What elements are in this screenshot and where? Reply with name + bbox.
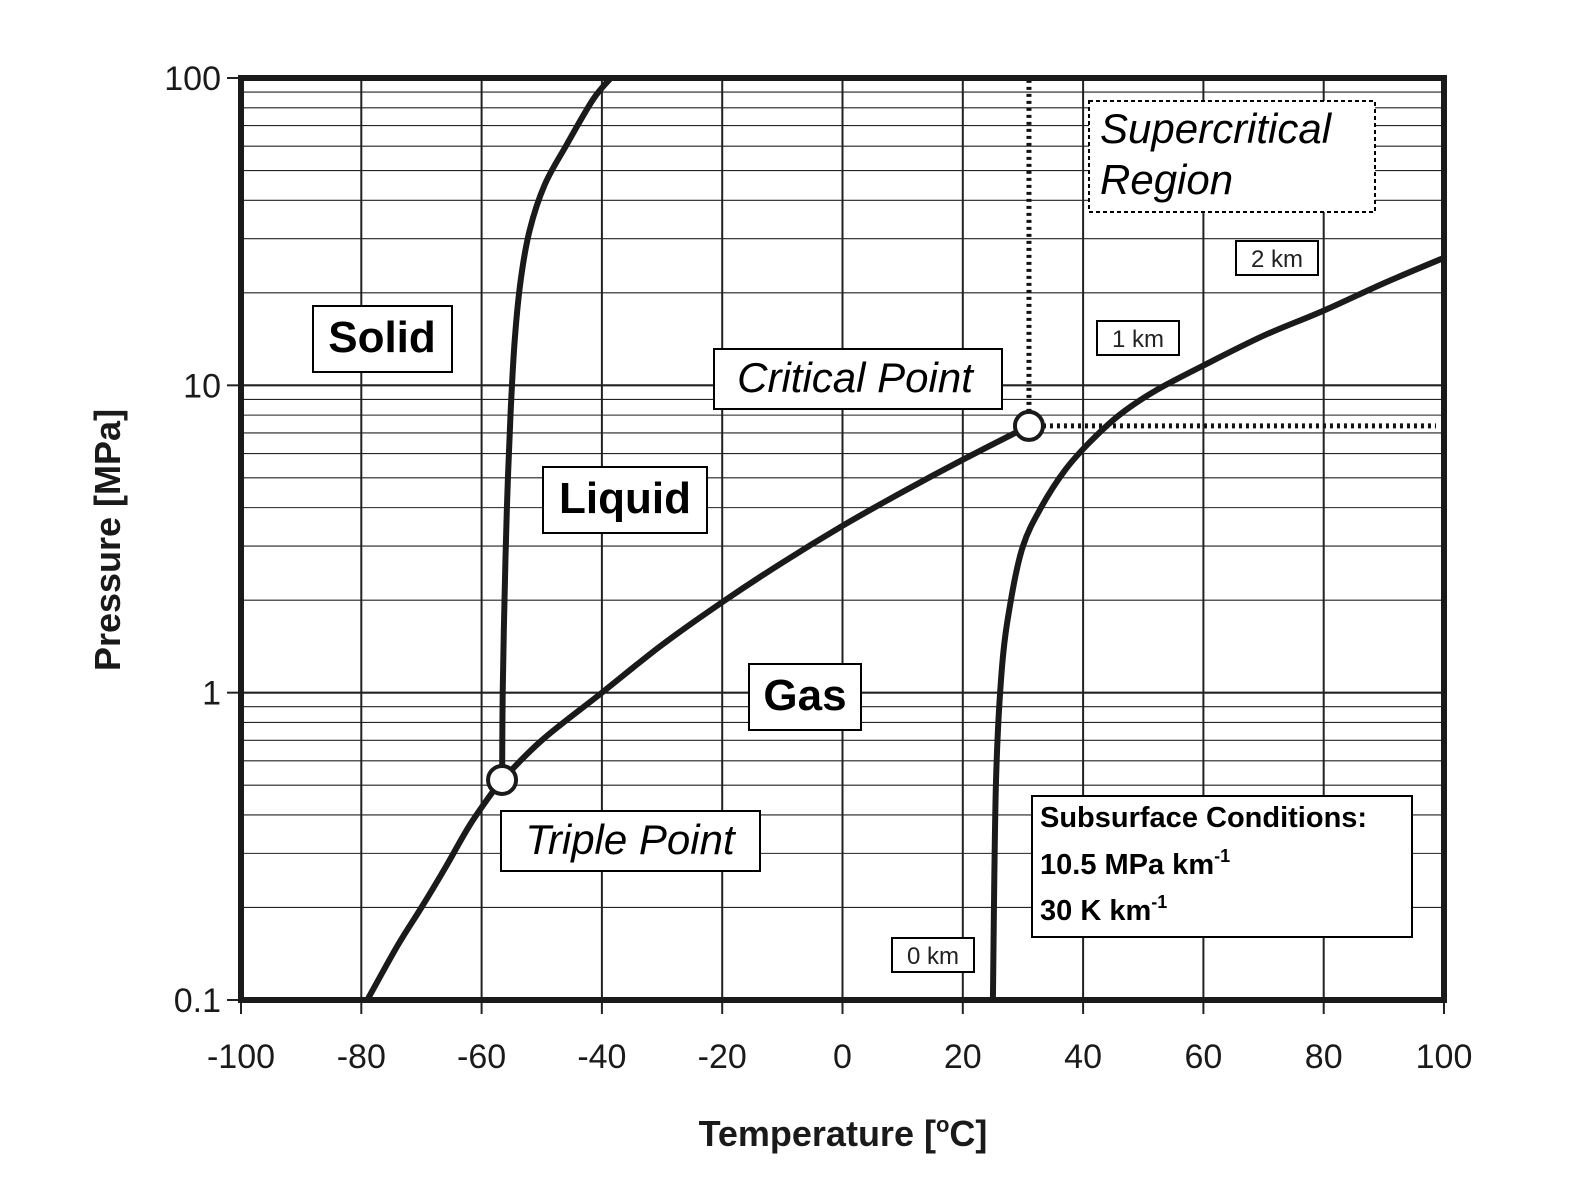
gas-label: Gas <box>763 671 846 720</box>
critical-point-marker <box>1012 409 1045 442</box>
y-axis-title: Pressure [MPa] <box>87 409 128 671</box>
melting-curve <box>499 75 614 783</box>
phase-points <box>486 409 1045 796</box>
supercritical-label-box: Supercritical Region <box>1088 100 1376 213</box>
axis-ticks: -100 -80 -60 -40 -20 0 20 40 60 80 100 0.1 1 10 100 <box>164 60 1472 1076</box>
x-tick-label: 60 <box>1184 1038 1222 1076</box>
critical-point-label: Critical Point <box>737 354 975 401</box>
subsurface-curve <box>989 254 1447 1003</box>
triple-point-marker <box>486 763 519 796</box>
x-tick-label: 100 <box>1416 1038 1473 1076</box>
triple-point-label-box: Triple Point <box>500 810 761 872</box>
solid-label-box: Solid <box>312 305 453 373</box>
x-tick-label: -100 <box>207 1038 275 1076</box>
depth-label-2km: 2 km <box>1251 246 1303 273</box>
depth-label-1km-box: 1 km <box>1096 320 1180 356</box>
x-tick-label: -40 <box>577 1038 626 1076</box>
subsurface-pressure-gradient: 10.5 MPa km-1 <box>1040 846 1230 881</box>
depth-label-0km: 0 km <box>907 943 959 970</box>
x-tick-label: -60 <box>457 1038 506 1076</box>
x-axis-title: Temperature [oC] <box>699 1112 988 1154</box>
y-tick-label: 1 <box>202 675 221 713</box>
x-tick-label: 20 <box>944 1038 982 1076</box>
phase-curves <box>364 75 1447 1003</box>
liquid-label: Liquid <box>559 474 691 523</box>
triple-point-label: Triple Point <box>525 816 737 863</box>
y-tick-label: 100 <box>164 60 221 98</box>
plot-frame <box>238 75 1447 1003</box>
supercritical-label-line2: Region <box>1100 156 1233 203</box>
subsurface-title: Subsurface Conditions: <box>1040 802 1367 834</box>
y-tick-label: 10 <box>183 367 221 405</box>
x-tick-label: 0 <box>833 1038 852 1076</box>
x-tick-label: -80 <box>337 1038 386 1076</box>
supercritical-label-line1: Supercritical <box>1100 105 1333 152</box>
vaporization-curve <box>499 422 1032 783</box>
liquid-label-box: Liquid <box>542 466 708 534</box>
depth-label-2km-box: 2 km <box>1235 240 1319 276</box>
x-tick-label: -20 <box>698 1038 747 1076</box>
x-tick-label: 80 <box>1305 1038 1343 1076</box>
gas-label-box: Gas <box>748 663 862 731</box>
subsurface-conditions-box: Subsurface Conditions: 10.5 MPa km-1 30 … <box>1031 795 1413 938</box>
depth-label-0km-box: 0 km <box>891 937 975 973</box>
depth-label-1km: 1 km <box>1112 326 1164 353</box>
x-tick-label: 40 <box>1064 1038 1102 1076</box>
subsurface-temperature-gradient: 30 K km-1 <box>1040 892 1167 927</box>
y-tick-label: 0.1 <box>174 982 221 1020</box>
critical-boundaries <box>1026 78 1436 429</box>
critical-point-label-box: Critical Point <box>713 348 1003 410</box>
solid-label: Solid <box>328 313 436 362</box>
